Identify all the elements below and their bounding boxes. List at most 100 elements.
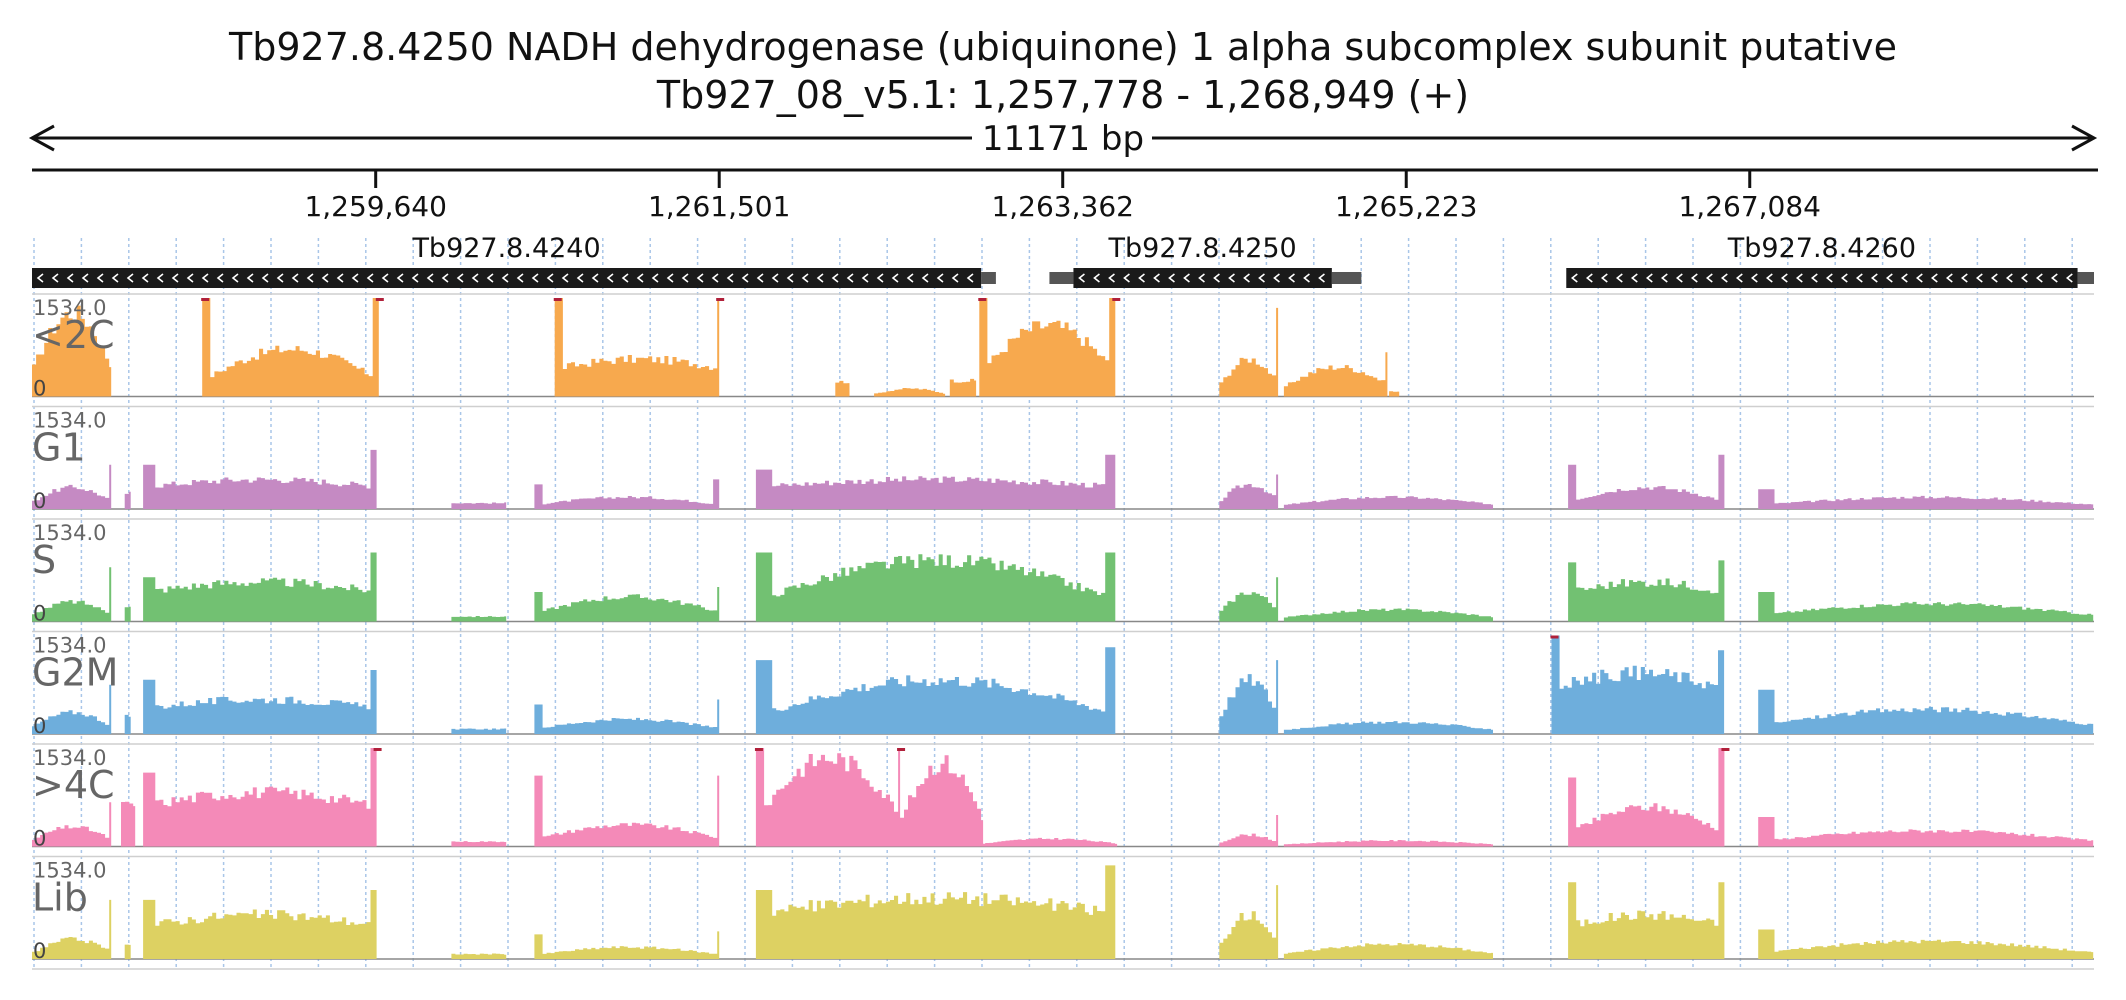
chevron-left-icon	[1945, 273, 1953, 283]
coverage-area	[1758, 592, 2094, 622]
chevron-left-icon	[246, 273, 254, 283]
gene-label: Tb927.8.4250	[1108, 233, 1297, 264]
clipped-peak-marker	[897, 748, 906, 751]
gene-label: Tb927.8.4240	[411, 233, 600, 264]
span-arrow-right-icon	[2071, 124, 2098, 152]
coverage-area	[32, 567, 112, 622]
chevron-left-icon	[276, 273, 284, 283]
chevron-left-icon	[1600, 273, 1608, 283]
chevron-left-icon	[1795, 273, 1803, 283]
chevron-left-icon	[921, 273, 929, 283]
chevron-left-icon	[456, 273, 464, 283]
clipped-peak-marker	[754, 748, 763, 751]
chevron-left-icon	[1585, 273, 1593, 283]
coverage-area	[451, 953, 507, 959]
coverage-area	[835, 380, 850, 397]
chevron-left-icon	[36, 273, 44, 283]
coverage-area	[755, 647, 1116, 734]
gene-body	[1073, 268, 1332, 288]
coverage-area	[451, 502, 507, 509]
chevron-left-icon	[411, 273, 419, 283]
coverage-area	[1283, 495, 1493, 509]
chevron-left-icon	[1825, 273, 1833, 283]
coverage-area	[1568, 560, 1725, 622]
chevron-left-icon	[561, 273, 569, 283]
chevron-left-icon	[606, 273, 614, 283]
chevron-left-icon	[66, 273, 74, 283]
chevron-left-icon	[441, 273, 449, 283]
chevron-left-icon	[1078, 273, 1085, 283]
coverage-area	[1568, 748, 1725, 847]
gene-label: Tb927.8.4260	[1727, 233, 1916, 264]
chevron-left-icon	[1960, 273, 1968, 283]
track-ymin-label: 0	[33, 827, 46, 851]
chevron-left-icon	[1930, 273, 1938, 283]
chevron-left-icon	[1735, 273, 1743, 283]
chevron-left-icon	[651, 273, 659, 283]
coverage-area	[981, 837, 1118, 847]
chevron-left-icon	[111, 273, 119, 283]
chevron-left-icon	[396, 273, 404, 283]
coverage-area	[143, 552, 377, 622]
coverage-area	[1758, 689, 2094, 734]
chevron-left-icon	[1705, 273, 1713, 283]
chevron-left-icon	[1870, 273, 1878, 283]
chevron-left-icon	[501, 273, 509, 283]
coverage-area	[1758, 929, 2094, 959]
coverage-area	[1568, 882, 1725, 959]
track-ymax-label: 1534.0	[33, 409, 106, 433]
chevron-left-icon	[1570, 273, 1578, 283]
chevron-left-icon	[1855, 273, 1863, 283]
chevron-left-icon	[876, 273, 884, 283]
coverage-area	[1283, 721, 1493, 734]
chevron-left-icon	[2020, 273, 2028, 283]
coverage-track: 1534.0 0 <2C	[32, 293, 2094, 401]
coverage-track: 1534.0 0 G2M	[32, 630, 2094, 738]
coverage-area	[899, 755, 984, 847]
gene-track: Tb927.8.4240 Tb927.8.4250 Tb927.8.4260	[32, 233, 2094, 288]
chevron-left-icon	[576, 273, 584, 283]
chevron-left-icon	[1915, 273, 1923, 283]
span-arrow-left-icon	[28, 124, 55, 152]
track-ymax-label: 1534.0	[33, 521, 106, 545]
track-name: Lib	[32, 876, 88, 920]
clipped-peak-marker	[716, 298, 725, 301]
tick-label: 1,259,640	[304, 190, 447, 223]
coverage-area	[534, 699, 720, 734]
coverage-area	[1219, 307, 1279, 397]
chevron-left-icon	[1168, 273, 1175, 283]
chevron-left-icon	[1660, 273, 1668, 283]
chevron-left-icon	[1228, 273, 1235, 283]
gene-utr	[2077, 272, 2094, 284]
coverage-track: 1534.0 0 Lib	[32, 855, 2094, 963]
chevron-left-icon	[1318, 273, 1325, 283]
chevron-left-icon	[1750, 273, 1758, 283]
chevron-left-icon	[1720, 273, 1728, 283]
coverage-area	[1219, 660, 1279, 734]
coverage-area	[1758, 489, 2094, 509]
clipped-peak-marker	[1721, 748, 1730, 751]
coverage-tracks: 1534.00<2C1534.00G11534.00S1534.00G2M153…	[32, 293, 2094, 970]
coverage-track: 1534.0 0 G1	[32, 405, 2094, 513]
chevron-left-icon	[816, 273, 824, 283]
track-name: >4C	[32, 763, 115, 807]
coverage-area	[755, 552, 1116, 622]
chevron-left-icon	[186, 273, 194, 283]
chevron-left-icon	[156, 273, 164, 283]
track-ymin-label: 0	[33, 602, 46, 626]
chevron-left-icon	[1243, 273, 1250, 283]
track-ymax-label: 1534.0	[33, 746, 106, 770]
chevron-left-icon	[1288, 273, 1295, 283]
chevron-left-icon	[1153, 273, 1160, 283]
chevron-left-icon	[1780, 273, 1788, 283]
gene-strand-chevrons	[1570, 273, 2073, 283]
tick-label: 1,261,501	[648, 190, 791, 223]
coordinate-ticks: 1,259,640 1,261,501 1,263,362 1,265,223 1,26…	[304, 170, 1821, 223]
gene-strand-chevrons	[36, 273, 974, 283]
clipped-peak-marker	[201, 298, 210, 301]
coverage-area	[1283, 840, 1493, 847]
coverage-area	[534, 931, 720, 959]
chevron-left-icon	[381, 273, 389, 283]
clipped-peak-marker	[375, 298, 384, 301]
chevron-left-icon	[1900, 273, 1908, 283]
